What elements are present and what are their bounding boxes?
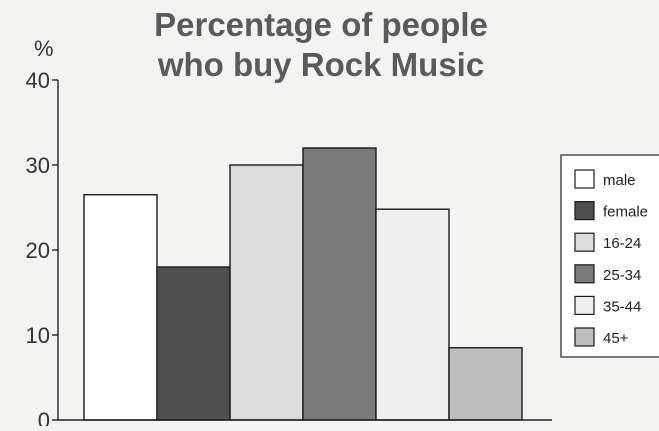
- y-tick-label-20: 20: [26, 238, 50, 263]
- legend-swatch-35-44: [574, 295, 595, 315]
- legend-label-45-: 45+: [603, 330, 629, 347]
- bar-45-: [448, 347, 523, 421]
- legend: male female 16-24 25-34 35-44 45+: [560, 154, 659, 358]
- legend-label-35-44: 35-44: [603, 298, 641, 315]
- legend-label-male: male: [603, 172, 636, 189]
- y-tick-label-10: 10: [26, 323, 50, 348]
- legend-swatch-25-34: [574, 264, 595, 284]
- legend-label-16-24: 16-24: [603, 235, 641, 252]
- legend-swatch-16-24: [574, 232, 595, 252]
- chart-title-line-2: who buy Rock Music: [157, 46, 484, 83]
- bars-layer: [83, 147, 523, 421]
- y-tick-label-30: 30: [26, 153, 50, 178]
- legend-swatch-male: [574, 169, 595, 189]
- bar-25-34: [302, 147, 377, 421]
- y-tick-label-40: 40: [26, 68, 50, 93]
- y-tick-label-0: 0: [38, 408, 50, 426]
- legend-label-25-34: 25-34: [603, 267, 641, 284]
- bar-male: [83, 194, 158, 421]
- chart-title-line-1: Percentage of people: [154, 6, 488, 43]
- y-axis-label: %: [34, 36, 54, 61]
- legend-label-female: female: [603, 204, 648, 221]
- bar-female: [156, 266, 231, 421]
- legend-swatch-female: [574, 201, 595, 221]
- legend-swatch-45-: [574, 327, 595, 347]
- bar-16-24: [229, 164, 304, 421]
- legend-box: [560, 154, 659, 358]
- axes-layer: 0 10 20 30 40: [26, 68, 552, 431]
- bar-35-44: [375, 208, 450, 421]
